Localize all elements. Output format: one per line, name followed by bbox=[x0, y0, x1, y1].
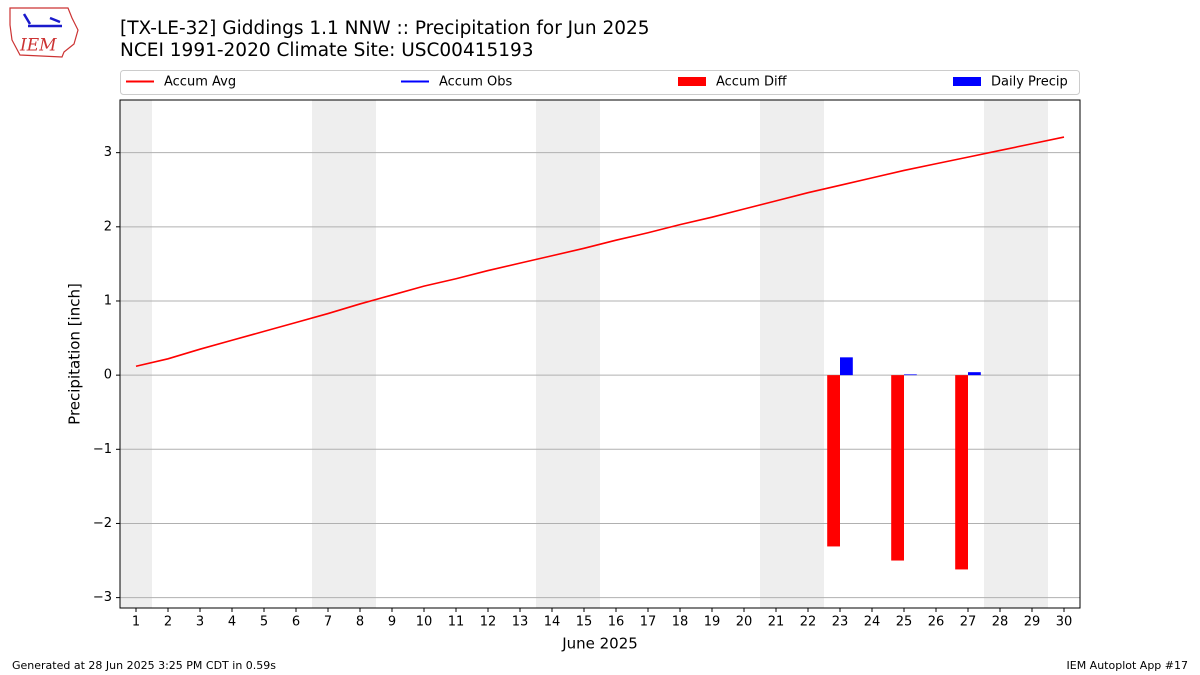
line bbox=[135, 136, 1065, 368]
y-tick-label: 3 bbox=[104, 145, 112, 160]
x-tick-label: 1 bbox=[132, 615, 140, 630]
x-tick-label: 16 bbox=[608, 615, 625, 630]
y-tick-label: −1 bbox=[93, 442, 112, 457]
chart-title: [TX-LE-32] Giddings 1.1 NNW :: Precipita… bbox=[120, 18, 650, 39]
x-tick-label: 30 bbox=[1056, 615, 1073, 630]
bar bbox=[827, 375, 840, 547]
x-tick-label: 6 bbox=[292, 615, 300, 630]
legend-label: Accum Obs bbox=[439, 75, 512, 90]
weekend-shade bbox=[312, 100, 344, 608]
chart-subtitle: NCEI 1991-2020 Climate Site: USC00415193 bbox=[120, 40, 534, 61]
plot-frame bbox=[119, 99, 1081, 609]
footer-left: Generated at 28 Jun 2025 3:25 PM CDT in … bbox=[12, 659, 276, 672]
x-tick-label: 25 bbox=[896, 615, 913, 630]
x-tick-label: 15 bbox=[576, 615, 593, 630]
x-tick-label: 27 bbox=[960, 615, 977, 630]
legend-label: Accum Avg bbox=[164, 75, 236, 90]
x-tick-label: 3 bbox=[196, 615, 204, 630]
bar bbox=[968, 372, 981, 376]
weekend-shade bbox=[792, 100, 824, 608]
x-tick-label: 14 bbox=[544, 615, 561, 630]
footer-right: IEM Autoplot App #17 bbox=[1067, 659, 1189, 672]
x-tick-label: 8 bbox=[356, 615, 364, 630]
bar bbox=[904, 374, 917, 376]
y-tick-label: 2 bbox=[104, 219, 112, 234]
legend bbox=[120, 70, 1080, 95]
y-tick-label: 0 bbox=[104, 368, 112, 383]
x-tick-label: 4 bbox=[228, 615, 236, 630]
y-axis-label: Precipitation [inch] bbox=[66, 283, 84, 425]
x-tick-label: 7 bbox=[324, 615, 332, 630]
weekend-shade bbox=[760, 100, 792, 608]
x-tick-label: 26 bbox=[928, 615, 945, 630]
legend-label: Daily Precip bbox=[991, 75, 1068, 90]
bar bbox=[840, 357, 853, 376]
x-tick-label: 10 bbox=[416, 615, 433, 630]
y-tick-label: −3 bbox=[93, 590, 112, 605]
x-tick-label: 9 bbox=[388, 615, 396, 630]
x-tick-label: 24 bbox=[864, 615, 881, 630]
weekend-shade bbox=[984, 100, 1016, 608]
x-tick-label: 5 bbox=[260, 615, 268, 630]
weekend-shade bbox=[344, 100, 376, 608]
logo-text: IEM bbox=[19, 36, 57, 56]
x-tick-label: 20 bbox=[736, 615, 753, 630]
weekend-shade bbox=[568, 100, 600, 608]
x-tick-label: 17 bbox=[640, 615, 657, 630]
x-tick-label: 2 bbox=[164, 615, 172, 630]
legend-swatch bbox=[678, 77, 706, 86]
x-tick-label: 21 bbox=[768, 615, 785, 630]
x-tick-label: 23 bbox=[832, 615, 849, 630]
x-tick-label: 18 bbox=[672, 615, 689, 630]
y-tick-label: −2 bbox=[93, 516, 112, 531]
legend-swatch bbox=[953, 77, 981, 86]
weekend-shade bbox=[536, 100, 568, 608]
logo: IEM bbox=[9, 7, 79, 58]
legend-label: Accum Diff bbox=[716, 75, 788, 90]
bar bbox=[891, 375, 904, 561]
weekend-shade bbox=[1016, 100, 1048, 608]
x-tick-label: 22 bbox=[800, 615, 817, 630]
weekend-shade bbox=[120, 100, 152, 608]
y-tick-label: 1 bbox=[104, 293, 112, 308]
x-tick-label: 12 bbox=[480, 615, 497, 630]
x-tick-label: 29 bbox=[1024, 615, 1041, 630]
x-tick-label: 19 bbox=[704, 615, 721, 630]
x-tick-label: 28 bbox=[992, 615, 1009, 630]
x-axis-label: June 2025 bbox=[561, 635, 638, 653]
x-tick-label: 11 bbox=[448, 615, 465, 630]
x-tick-label: 13 bbox=[512, 615, 529, 630]
bar bbox=[955, 375, 968, 570]
